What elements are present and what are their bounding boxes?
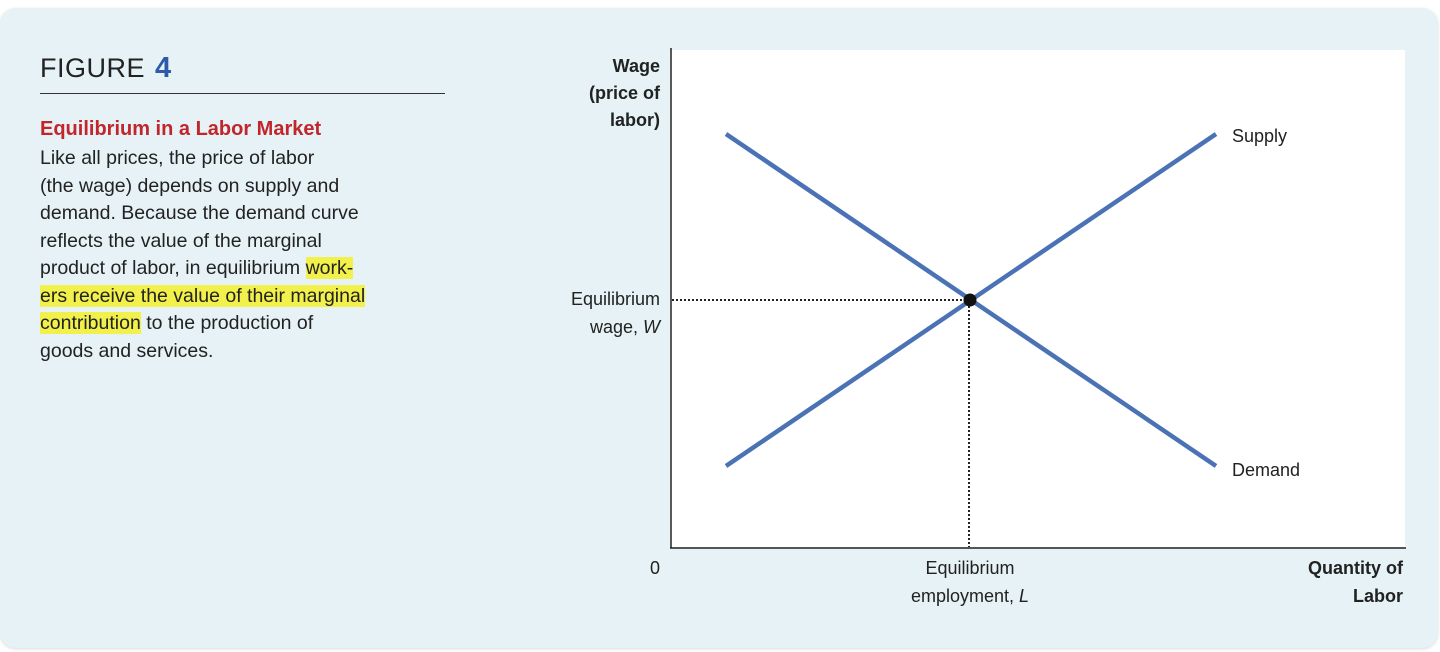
equilibrium-employment-text: employment, [911, 586, 1019, 606]
y-axis-label-line-3: labor) [610, 110, 660, 130]
figure-label: FIGURE [40, 53, 146, 83]
equilibrium-employment-label-line-2: employment, L [911, 586, 1029, 606]
origin-label: 0 [650, 558, 660, 578]
diagram-plot-area [670, 50, 1405, 547]
figure-heading: FIGURE 4 [40, 52, 445, 94]
demand-label: Demand [1232, 460, 1300, 480]
equilibrium-wage-label-line-2: wage, W [589, 317, 662, 337]
x-axis-label-line-1: Quantity of [1308, 558, 1404, 578]
y-axis-label-line-1: Wage [613, 56, 660, 76]
equilibrium-employment-var: L [1019, 586, 1029, 606]
x-axis-label-line-2: Labor [1353, 586, 1403, 606]
highlight-2: ers receive the value of their marginal [40, 284, 366, 307]
equilibrium-wage-var: W [643, 317, 662, 337]
figure-number: 4 [155, 52, 172, 84]
figure-title: Equilibrium in a Labor Market [40, 118, 322, 140]
figure-body: Like all prices, the price of labor (the … [40, 147, 366, 362]
figure-caption: FIGURE 4 Equilibrium in a Labor Market L… [40, 52, 445, 365]
equilibrium-employment-label-line-1: Equilibrium [925, 558, 1014, 578]
equilibrium-wage-text: wage, [589, 317, 643, 337]
equilibrium-point [963, 293, 977, 307]
highlight-3: contribution [40, 312, 141, 334]
highlight-1: work- [305, 257, 354, 279]
supply-label: Supply [1232, 126, 1287, 146]
y-axis-label-line-2: (price of [589, 83, 661, 103]
equilibrium-wage-label-line-1: Equilibrium [571, 289, 660, 309]
